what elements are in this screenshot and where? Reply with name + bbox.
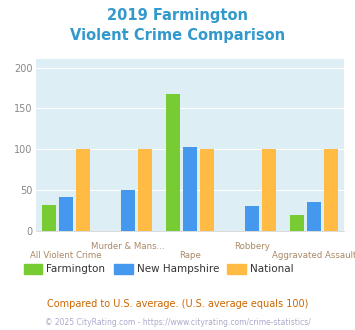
Bar [290,215,304,231]
Bar [59,197,73,231]
Bar [307,202,321,231]
Bar [245,207,259,231]
Text: Robbery: Robbery [234,243,270,251]
Text: Aggravated Assault: Aggravated Assault [272,251,355,260]
Bar [42,205,56,231]
Text: © 2025 CityRating.com - https://www.cityrating.com/crime-statistics/: © 2025 CityRating.com - https://www.city… [45,318,310,327]
Text: Violent Crime Comparison: Violent Crime Comparison [70,28,285,43]
Bar [166,94,180,231]
Bar [262,149,276,231]
Bar [121,190,135,231]
Text: Murder & Mans...: Murder & Mans... [91,243,165,251]
Bar [76,149,90,231]
Bar [183,147,197,231]
Text: Rape: Rape [179,251,201,260]
Bar [200,149,214,231]
Bar [138,149,152,231]
Legend: Farmington, New Hampshire, National: Farmington, New Hampshire, National [20,260,298,279]
Text: All Violent Crime: All Violent Crime [30,251,102,260]
Text: Compared to U.S. average. (U.S. average equals 100): Compared to U.S. average. (U.S. average … [47,299,308,309]
Text: 2019 Farmington: 2019 Farmington [107,8,248,23]
Bar [324,149,338,231]
